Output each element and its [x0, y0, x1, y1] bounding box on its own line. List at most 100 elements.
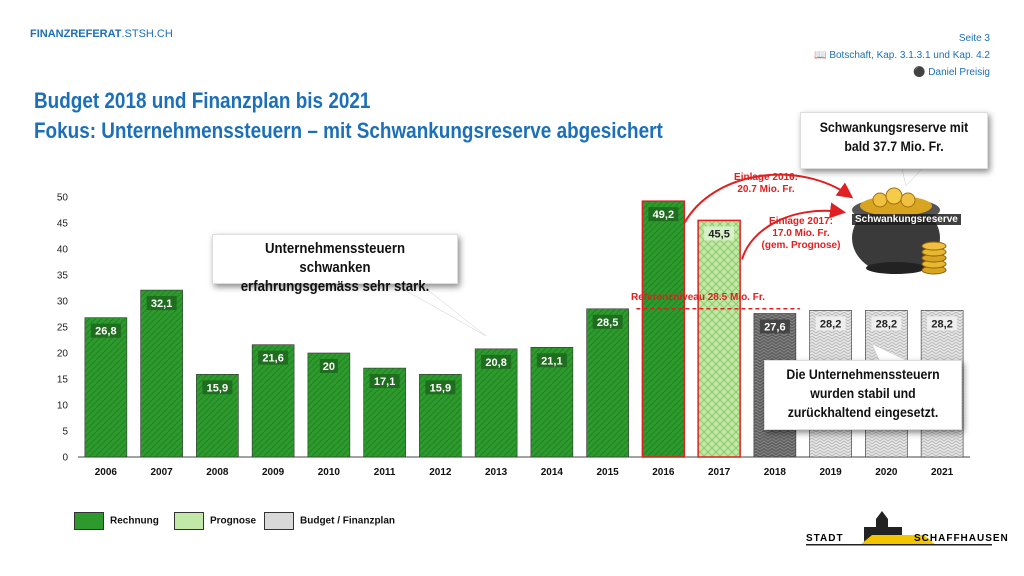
page-number: Seite 3	[958, 33, 990, 44]
bar-2017	[697, 219, 741, 458]
bar-value-label: 21,1	[541, 355, 562, 367]
y-tick-label: 10	[57, 401, 69, 412]
x-tick-label: 2019	[820, 467, 843, 478]
bar-label-bg	[815, 316, 846, 331]
speaker-line: ⚫ Daniel Preisig	[814, 64, 990, 81]
legend-item-actual: Rechnung	[74, 512, 159, 530]
legend-item-budget: Budget / Finanzplan	[264, 512, 395, 530]
bar-2006	[84, 317, 128, 458]
gold-pot-icon	[852, 187, 947, 275]
x-tick-label: 2016	[652, 467, 675, 478]
x-tick-label: 2010	[318, 467, 341, 478]
callout-stable-line-3: zurückhaltend eingesetzt.	[787, 404, 939, 420]
bar-label-bg	[90, 323, 121, 338]
deposit-2017-line-3: (gem. Prognose)	[761, 240, 841, 251]
y-tick-label: 0	[62, 453, 68, 464]
x-tick-label: 2009	[262, 467, 285, 478]
legend-swatch-actual	[74, 512, 104, 530]
bar-2015	[586, 308, 629, 458]
bar-2007	[140, 289, 183, 458]
y-tick-label: 50	[57, 193, 69, 204]
speech-icon: ⚫	[913, 67, 926, 78]
reference-level-label: Referenzniveau 28.5 Mio. Fr.	[631, 292, 765, 303]
x-tick-label: 2008	[206, 467, 229, 478]
bar-value-label: 28,2	[931, 318, 952, 330]
city-logo-icon	[806, 511, 992, 546]
deposit-2016-line-2: 20.7 Mio. Fr.	[737, 184, 795, 195]
callout-stable-line-2: wurden stabil und	[810, 385, 916, 401]
deposit-2017-line-1: Einlage 2017:	[769, 216, 833, 227]
x-tick-label: 2007	[151, 467, 174, 478]
bar-value-label: 28,5	[597, 317, 618, 329]
y-tick-label: 45	[57, 219, 69, 230]
bar-value-label: 45,5	[708, 228, 729, 240]
x-tick-label: 2020	[875, 467, 898, 478]
legend-label-forecast: Prognose	[210, 515, 257, 527]
title-line-1: Budget 2018 und Finanzplan bis 2021	[34, 88, 371, 113]
y-tick-label: 35	[57, 271, 69, 282]
logo-left: STADT	[806, 533, 844, 544]
legend-label-actual: Rechnung	[110, 515, 159, 527]
callout-fluctuation-line-2: erfahrungsgemäss sehr stark.	[240, 278, 430, 295]
brand-suffix: .STSH.CH	[121, 28, 173, 40]
legend-swatch-budget	[264, 512, 294, 530]
book-icon: 📖	[814, 50, 827, 61]
x-tick-label: 2017	[708, 467, 731, 478]
bar-value-label: 15,9	[430, 382, 451, 394]
title-line-2: Fokus: Unternehmenssteuern – mit Schwank…	[34, 118, 663, 143]
legend-item-forecast: Prognose	[174, 512, 256, 530]
y-tick-label: 30	[57, 297, 69, 308]
header-meta: Seite 3 📖 Botschaft, Kap. 3.1.3.1 und Ka…	[814, 30, 990, 81]
callout-stable-line-1: Die Unternehmenssteuern	[786, 366, 940, 382]
y-tick-label: 40	[57, 245, 69, 256]
x-tick-label: 2018	[764, 467, 787, 478]
bar-label-bg	[258, 350, 289, 365]
brand-bold: FINANZREFERAT	[30, 28, 122, 40]
deposit-2017-line-2: 17.0 Mio. Fr.	[772, 228, 830, 239]
x-tick-label: 2021	[931, 467, 954, 478]
x-tick-label: 2011	[374, 467, 396, 478]
page-title: Budget 2018 und Finanzplan bis 2021 Foku…	[34, 86, 663, 146]
callout-reserve-line-2: bald 37.7 Mio. Fr.	[844, 138, 944, 154]
callout-stable: Die Unternehmenssteuern wurden stabil un…	[764, 360, 962, 430]
legend-swatch-forecast	[174, 512, 204, 530]
bar-label-bg	[927, 316, 958, 331]
bar-label-bg	[704, 226, 735, 241]
bar-label-bg	[146, 296, 177, 311]
y-tick-label: 5	[62, 427, 68, 438]
bar-value-label: 21,6	[262, 353, 283, 365]
x-tick-label: 2014	[541, 467, 564, 478]
bar-label-bg	[592, 314, 623, 329]
callout-reserve-line-1: Schwankungsreserve mit	[819, 119, 969, 135]
pot-label: Schwankungsreserve	[852, 214, 961, 225]
bar-value-label: 49,2	[653, 209, 674, 221]
x-tick-label: 2012	[429, 467, 452, 478]
deposit-2016-note: Einlage 2016: 20.7 Mio. Fr.	[730, 172, 802, 196]
bar-label-bg	[319, 359, 338, 373]
logo-right: SCHAFFHAUSEN	[914, 533, 1009, 544]
bar-label-bg	[871, 316, 902, 331]
bar-label-bg	[202, 380, 233, 395]
deposit-2016-line-1: Einlage 2016:	[734, 172, 798, 183]
y-tick-label: 15	[57, 375, 69, 386]
y-tick-label: 25	[57, 323, 69, 334]
bar-value-label: 20,8	[485, 357, 506, 369]
bar-label-bg	[648, 207, 679, 222]
bar-value-label: 26,8	[95, 326, 116, 338]
deposit-2016-arrow	[683, 173, 854, 224]
bar-value-label: 28,2	[820, 318, 841, 330]
legend-label-budget: Budget / Finanzplan	[300, 515, 395, 527]
bar-label-bg	[369, 374, 400, 389]
deposit-2017-note: Einlage 2017: 17.0 Mio. Fr. (gem. Progno…	[756, 216, 846, 252]
bar-label-bg	[481, 354, 512, 369]
city-logo[interactable]: STADT SCHAFFHAUSEN	[806, 505, 1008, 549]
deposit-2017-arrow	[741, 202, 846, 260]
brand-name[interactable]: FINANZREFERAT.STSH.CH	[30, 28, 173, 40]
bar-2016	[641, 200, 686, 458]
bar-value-label: 17,1	[374, 376, 395, 388]
bar-value-label: 15,9	[207, 382, 228, 394]
bar-value-label: 32,1	[151, 298, 172, 310]
bar-label-bg	[759, 319, 790, 334]
bar-value-label: 20	[323, 361, 335, 373]
